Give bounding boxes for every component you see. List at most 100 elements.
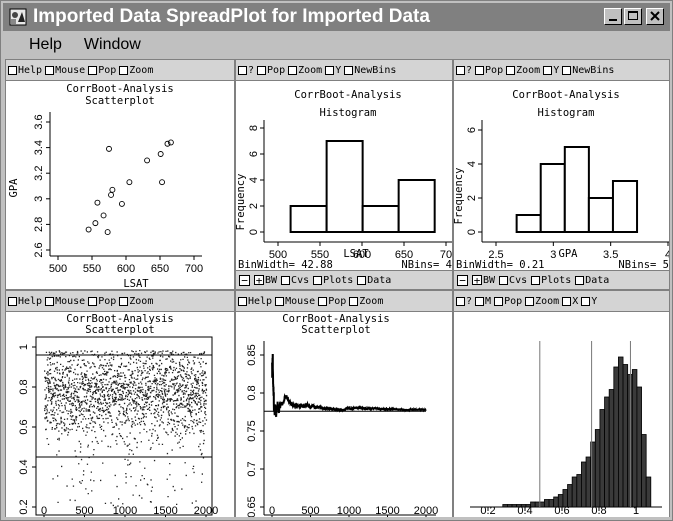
zoom-checkbox[interactable]: Zoom xyxy=(119,65,153,76)
mouse-checkbox[interactable]: Mouse xyxy=(45,65,85,76)
help-question-checkbox[interactable]: ? xyxy=(456,65,472,76)
data-checkbox[interactable]: Data xyxy=(357,275,391,286)
data-point xyxy=(167,139,174,146)
x-checkbox[interactable]: X xyxy=(562,296,578,307)
y-tick-label: 2 xyxy=(466,195,478,201)
m-checkbox[interactable]: M xyxy=(475,296,491,307)
histogram-bar xyxy=(636,386,642,508)
y-tick-label: 0.2 xyxy=(18,499,30,514)
histogram-bar xyxy=(585,456,592,508)
pop-checkbox[interactable]: Pop xyxy=(475,65,503,76)
menu-bar: Help Window xyxy=(3,33,670,57)
y-tick-label: 4 xyxy=(248,177,260,183)
pane-toolbar: ? M Pop Zoom X Y xyxy=(454,291,669,312)
bootstrap-scatter-plot[interactable]: CorrBoot-Analysis Scatterplot 0.2 0.4 0.6 0… xyxy=(6,311,234,517)
histogram-bar xyxy=(641,434,647,508)
y-tick-label: 8 xyxy=(248,125,260,131)
newbins-checkbox[interactable]: NewBins xyxy=(562,65,614,76)
data-point xyxy=(100,212,107,219)
data-point xyxy=(108,192,114,198)
histogram-bar xyxy=(622,364,629,508)
x-tick-label: 1500 xyxy=(153,505,178,517)
x-tick-label: 600 xyxy=(353,249,371,261)
title-bar[interactable]: Imported Data SpreadPlot for Imported Da… xyxy=(3,3,670,31)
data-point xyxy=(85,226,92,233)
y-tick-label: 0.65 xyxy=(246,496,258,517)
y-checkbox[interactable]: Y xyxy=(325,65,341,76)
data-checkbox[interactable]: Data xyxy=(575,275,609,286)
y-axis-label: Frequency xyxy=(236,174,247,231)
histogram-bar xyxy=(645,476,652,508)
close-icon[interactable] xyxy=(646,8,664,25)
menu-window[interactable]: Window xyxy=(83,36,141,53)
pop-checkbox[interactable]: Pop xyxy=(88,296,116,307)
histogram-bar xyxy=(599,409,605,508)
plot-grid: Help Mouse Pop Zoom CorrBoot-Analysis Sc… xyxy=(5,59,670,517)
pop-checkbox[interactable]: Pop xyxy=(88,65,116,76)
histogram-bar xyxy=(361,205,400,233)
help-checkbox[interactable]: Help xyxy=(238,296,272,307)
data-point xyxy=(144,157,151,164)
running-mean-plot[interactable]: CorrBoot-Analysis Scatterplot 0.65 0.7 0.7… xyxy=(236,311,452,517)
cvs-checkbox[interactable]: Cvs xyxy=(499,275,527,286)
histogram-bar xyxy=(397,179,436,233)
help-question-checkbox[interactable]: ? xyxy=(456,296,472,307)
pop-checkbox[interactable]: Pop xyxy=(494,296,522,307)
help-question-checkbox[interactable]: ? xyxy=(238,65,254,76)
zoom-checkbox[interactable]: Zoom xyxy=(506,65,540,76)
help-checkbox[interactable]: Help xyxy=(8,65,42,76)
x-axis-label: LSAT xyxy=(343,248,369,260)
pane-correlation-histogram: ? M Pop Zoom X Y 0.2 0.4 0.6 0.8 1 xyxy=(454,291,669,517)
histogram-bar xyxy=(618,356,624,508)
x-tick-label: 4 xyxy=(665,249,669,261)
x-tick-label: 650 xyxy=(395,249,413,261)
y-tick-label: 3.2 xyxy=(33,166,45,181)
histogram-bar xyxy=(613,366,619,508)
mouse-checkbox[interactable]: Mouse xyxy=(45,296,85,307)
plots-checkbox[interactable]: Plots xyxy=(313,275,353,286)
correlation-histogram-plot[interactable] xyxy=(454,311,669,517)
x-tick-label: 500 xyxy=(301,505,320,517)
pane-toolbar: ? Pop Zoom Y NewBins xyxy=(236,60,452,81)
lsat-gpa-scatter-plot[interactable]: CorrBoot-Analysis Scatterplot 500 550 600 6… xyxy=(6,80,234,289)
bw-checkbox[interactable]: + BW xyxy=(254,273,278,287)
minus-button[interactable]: − xyxy=(457,274,468,286)
zoom-checkbox[interactable]: Zoom xyxy=(349,296,383,307)
pop-checkbox[interactable]: Pop xyxy=(257,65,285,76)
help-checkbox[interactable]: Help xyxy=(8,296,42,307)
y-checkbox[interactable]: Y xyxy=(581,296,597,307)
y-tick-label: 0 xyxy=(466,229,478,235)
y-tick-label: 1 xyxy=(18,344,30,350)
bw-checkbox[interactable]: + BW xyxy=(472,273,496,287)
mouse-checkbox[interactable]: Mouse xyxy=(275,296,315,307)
y-axis-label: GPA xyxy=(8,178,20,198)
maximize-icon[interactable] xyxy=(624,8,642,25)
plot-title: CorrBoot-Analysis xyxy=(512,89,619,101)
nbins-label: NBins= 5 xyxy=(618,259,669,270)
cvs-checkbox[interactable]: Cvs xyxy=(281,275,309,286)
histogram-bar xyxy=(587,197,614,233)
zoom-checkbox[interactable]: Zoom xyxy=(525,296,559,307)
histogram-bar xyxy=(611,180,639,233)
data-point-cloud xyxy=(44,350,208,507)
minus-button[interactable]: − xyxy=(239,274,250,286)
newbins-checkbox[interactable]: NewBins xyxy=(344,65,396,76)
x-tick-label: 2000 xyxy=(193,505,219,517)
x-tick-label: 2000 xyxy=(413,505,439,517)
gpa-histogram-plot[interactable]: CorrBoot-Analysis Histogram 2.5 3 3.5 4 0 2 4 6… xyxy=(454,80,669,270)
pop-checkbox[interactable]: Pop xyxy=(318,296,346,307)
data-point xyxy=(109,186,116,193)
histogram-bar xyxy=(581,461,587,508)
lsat-histogram-plot[interactable]: CorrBoot-Analysis Histogram 500 550 600 650… xyxy=(236,80,452,270)
zoom-checkbox[interactable]: Zoom xyxy=(119,296,153,307)
plot-title: CorrBoot-Analysis xyxy=(294,89,401,101)
y-tick-label: 2.6 xyxy=(33,242,45,257)
plots-checkbox[interactable]: Plots xyxy=(531,275,571,286)
minimize-icon[interactable] xyxy=(604,8,622,25)
y-checkbox[interactable]: Y xyxy=(543,65,559,76)
zoom-checkbox[interactable]: Zoom xyxy=(288,65,322,76)
menu-help[interactable]: Help xyxy=(29,36,62,53)
histogram-bar xyxy=(576,474,582,508)
data-point xyxy=(126,179,133,186)
x-tick-label: 600 xyxy=(117,263,135,275)
